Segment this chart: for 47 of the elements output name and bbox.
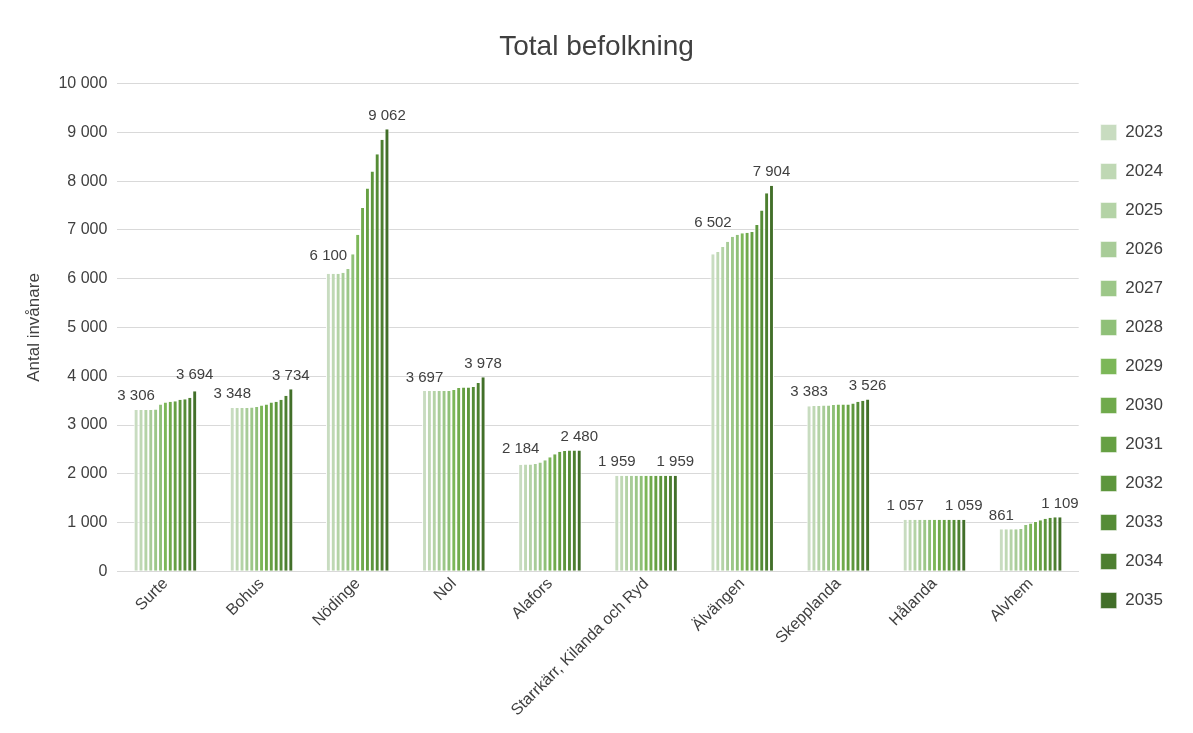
data-label: 1 959 [598,452,636,470]
legend-label: 2034 [1125,551,1164,571]
data-label: 861 [988,506,1014,524]
data-label: 3 978 [464,353,502,371]
legend-label: 2032 [1125,473,1164,493]
y-tick-label: 5 000 [67,317,108,335]
y-axis-title: Antal invånare [23,273,43,382]
data-label: 6 100 [309,245,348,263]
data-label: 9 062 [368,105,406,123]
legend-label: 2035 [1125,590,1164,610]
legend-label: 2029 [1125,356,1164,376]
y-tick-label: 4 000 [67,366,108,384]
y-tick-label: 1 000 [67,513,108,530]
y-tick-label: 7 000 [67,220,108,238]
data-label: 3 734 [272,365,310,383]
data-label: 1 959 [656,452,695,470]
legend-label: 2030 [1125,395,1164,415]
y-tick-label: 6 000 [67,269,108,287]
data-label: 3 697 [405,367,444,385]
legend-label: 2033 [1125,512,1164,532]
data-label: 2 480 [560,427,598,445]
legend-label: 2028 [1125,317,1164,337]
y-tick-label: 10 000 [58,74,108,92]
data-label: 3 526 [848,376,887,394]
legend-label: 2027 [1125,278,1164,298]
y-tick-label: 8 000 [67,171,108,189]
legend-label: 2023 [1125,122,1164,142]
y-tick-label: 9 000 [67,122,108,140]
data-label: 3 383 [790,382,828,400]
chart-title: Total befolkning [499,29,694,61]
data-label: 1 109 [1041,493,1079,511]
data-label: 3 306 [117,386,155,404]
data-label: 2 184 [501,439,540,457]
legend-label: 2024 [1125,161,1164,181]
data-label: 3 348 [213,384,252,402]
legend-label: 2025 [1125,200,1164,220]
data-label: 7 904 [752,162,791,180]
y-tick-label: 2 000 [67,464,108,482]
data-label: 6 502 [694,213,732,231]
legend-label: 2031 [1125,434,1164,454]
x-tick-label: Nol [430,574,460,604]
y-tick-label: 3 000 [67,415,108,433]
data-label: 3 694 [175,365,214,383]
data-label: 1 059 [945,496,983,514]
y-tick-label: 0 [98,561,108,579]
legend-label: 2026 [1125,239,1164,259]
data-label: 1 057 [886,496,924,514]
